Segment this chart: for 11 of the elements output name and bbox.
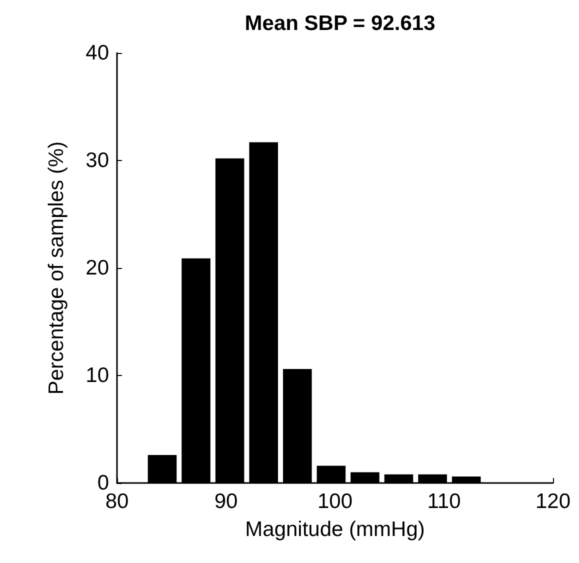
y-axis-title: Percentage of samples (%)	[45, 141, 68, 395]
y-tick-label: 30	[86, 149, 109, 172]
x-tick-label: 90	[214, 490, 238, 513]
y-tick-label: 10	[86, 364, 109, 387]
chart-title: Mean SBP = 92.613	[244, 12, 436, 35]
y-tick-label: 40	[86, 42, 109, 64]
x-tick-label: 110	[427, 490, 461, 513]
x-tick-label: 120	[535, 490, 571, 513]
y-tick-label: 20	[86, 256, 109, 280]
x-axis-title: Magnitude (mmHg)	[245, 518, 425, 541]
x-tick-label: 100	[317, 490, 353, 513]
